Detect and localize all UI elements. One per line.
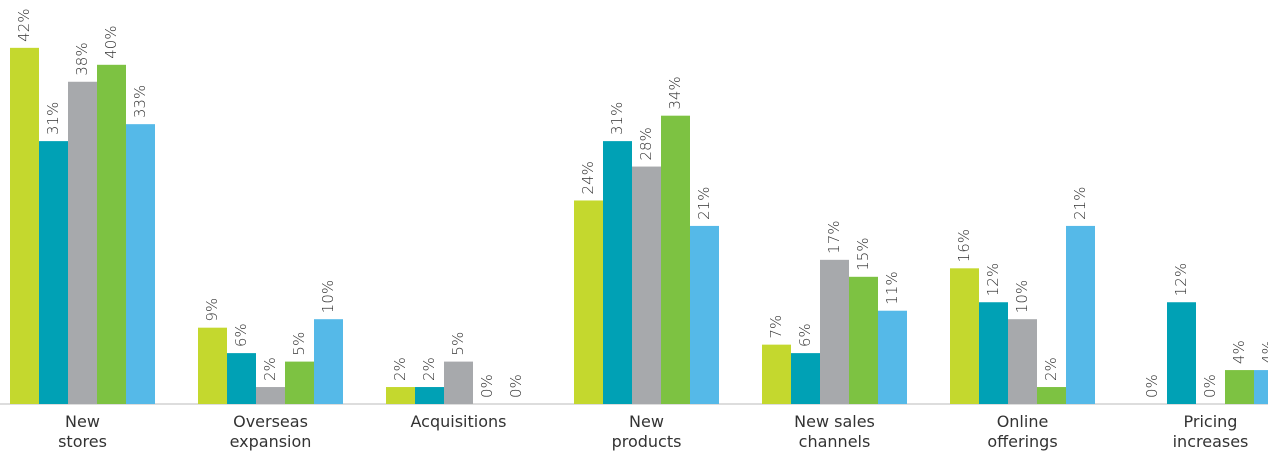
data-label: 9% <box>203 298 221 322</box>
data-label: 31% <box>44 102 62 135</box>
data-label: 5% <box>449 332 467 356</box>
category-label: New products <box>611 412 682 451</box>
bar <box>603 141 632 404</box>
data-label: 0% <box>478 374 496 398</box>
bar <box>227 353 256 404</box>
bar <box>39 141 68 404</box>
bar <box>314 319 343 404</box>
data-label: 38% <box>73 42 91 75</box>
bar <box>68 81 97 404</box>
category-label: Online offerings <box>987 412 1058 451</box>
data-label: 0% <box>1143 374 1161 398</box>
data-label: 4% <box>1230 340 1248 364</box>
bar <box>820 259 849 404</box>
data-label: 2% <box>261 357 279 381</box>
category-label: New sales channels <box>794 412 875 451</box>
bar <box>1225 370 1254 404</box>
bar <box>1066 225 1095 404</box>
category-label: Acquisitions <box>410 412 507 431</box>
data-label: 2% <box>391 357 409 381</box>
bar <box>1037 387 1066 404</box>
data-label: 21% <box>695 187 713 220</box>
bar <box>878 310 907 404</box>
category-label: Overseas expansion <box>229 412 312 451</box>
bar <box>791 353 820 404</box>
bar <box>849 276 878 404</box>
data-label: 28% <box>637 127 655 160</box>
data-label: 15% <box>854 237 872 270</box>
data-label: 10% <box>1013 280 1031 313</box>
data-label: 6% <box>796 323 814 347</box>
data-label: 24% <box>579 161 597 194</box>
bar <box>285 361 314 404</box>
bar <box>950 268 979 404</box>
bar <box>97 64 126 405</box>
bar <box>632 166 661 404</box>
data-label: 0% <box>507 374 525 398</box>
data-label: 2% <box>420 357 438 381</box>
data-label: 12% <box>1172 263 1190 296</box>
data-label: 42% <box>15 8 33 41</box>
bar <box>126 124 155 404</box>
category-label: Pricing increases <box>1172 412 1249 451</box>
data-label: 7% <box>767 315 785 339</box>
bar <box>256 387 285 404</box>
data-label: 11% <box>883 271 901 304</box>
bar <box>415 387 444 404</box>
data-label: 2% <box>1042 357 1060 381</box>
bar <box>198 327 227 404</box>
data-label: 4% <box>1259 340 1268 364</box>
bar <box>1008 319 1037 404</box>
data-label: 5% <box>290 332 308 356</box>
category-label: New stores <box>58 412 107 451</box>
bar <box>762 344 791 404</box>
data-label: 33% <box>131 85 149 118</box>
data-label: 12% <box>984 263 1002 296</box>
data-label: 31% <box>608 102 626 135</box>
data-label: 6% <box>232 323 250 347</box>
data-label: 34% <box>666 76 684 109</box>
data-label: 17% <box>825 220 843 253</box>
bar <box>690 225 719 404</box>
data-label: 0% <box>1201 374 1219 398</box>
data-label: 21% <box>1071 187 1089 220</box>
bar <box>979 302 1008 404</box>
data-label: 40% <box>102 25 120 58</box>
bar <box>444 361 473 404</box>
bar <box>661 115 690 405</box>
bar <box>574 200 603 404</box>
bar <box>1254 370 1268 404</box>
bar <box>386 387 415 404</box>
data-label: 16% <box>955 229 973 262</box>
bar <box>10 47 39 405</box>
data-label: 10% <box>319 280 337 313</box>
bar <box>1167 302 1196 404</box>
